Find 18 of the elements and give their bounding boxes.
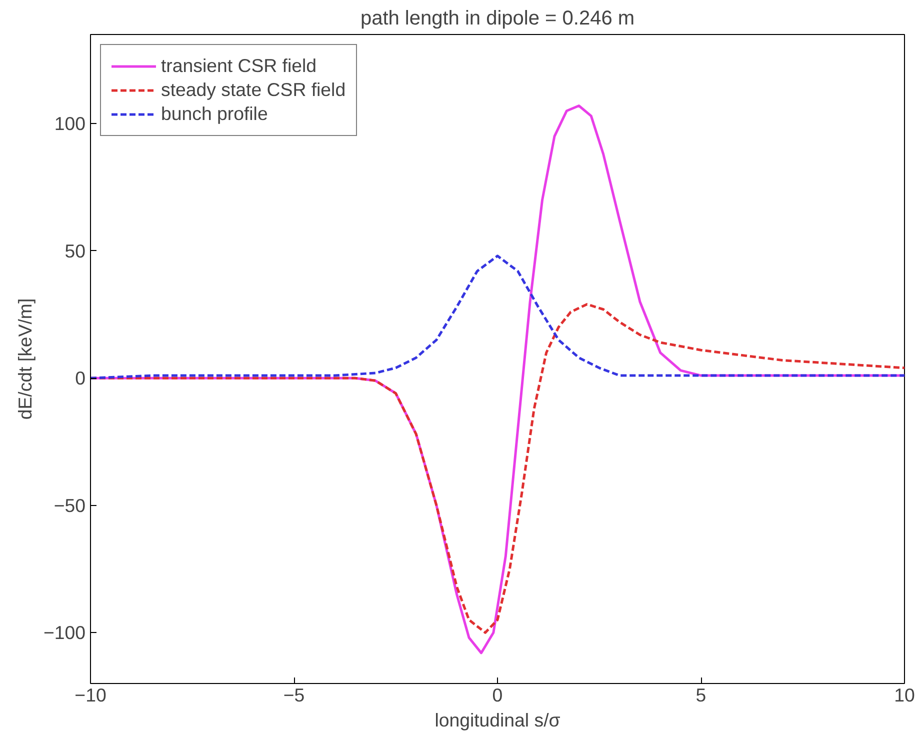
x-tick-label: −5 (283, 684, 305, 706)
x-tick-label: 0 (492, 684, 503, 706)
y-tick-label: −100 (43, 622, 86, 644)
x-tick-label: 10 (894, 684, 915, 706)
x-tick-label: 5 (696, 684, 706, 706)
x-axis-title: longitudinal s/σ (434, 710, 561, 730)
y-tick-label: −50 (54, 494, 86, 516)
y-tick-label: 0 (75, 368, 86, 389)
legend-label: bunch profile (161, 103, 268, 125)
y-axis-title: dE/cdt [keV/m] (14, 298, 36, 420)
legend-label: steady state CSR field (161, 79, 346, 101)
y-tick-label: 50 (64, 240, 86, 262)
chart-title: path length in dipole = 0.246 m (360, 8, 635, 30)
x-tick-label: −10 (74, 684, 106, 706)
legend-label: transient CSR field (161, 55, 317, 77)
line-series (90, 254, 904, 380)
line-series (90, 303, 904, 634)
y-tick-label: 100 (54, 113, 86, 134)
